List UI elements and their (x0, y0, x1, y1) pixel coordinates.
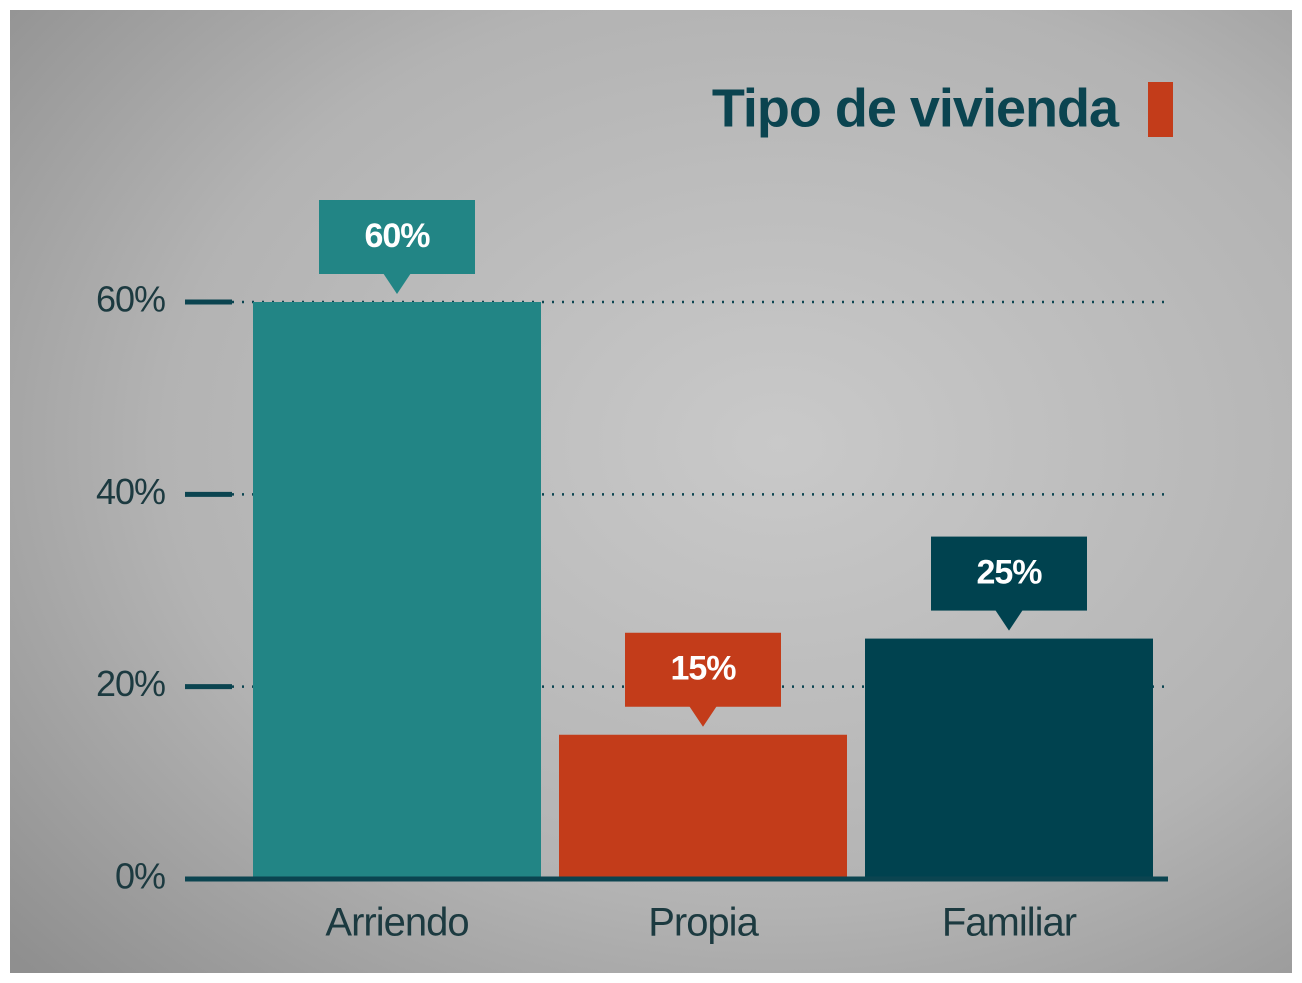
x-tick-label: Propia (648, 901, 759, 945)
title-marker (1148, 82, 1173, 137)
value-label-pointer (689, 705, 717, 727)
bar (865, 638, 1153, 879)
value-label: 25% (976, 554, 1042, 592)
y-tick-label: 60% (96, 279, 165, 320)
x-tick-label: Familiar (942, 901, 1077, 945)
value-label-box (625, 632, 781, 707)
y-tick-label: 0% (115, 856, 165, 897)
value-label: 15% (670, 650, 736, 688)
x-tick-label: Arriendo (325, 901, 468, 945)
value-label-box (931, 536, 1087, 611)
value-label: 60% (364, 217, 430, 255)
chart-title: Tipo de vivienda (712, 78, 1120, 138)
bar (559, 734, 847, 879)
value-label-box (319, 200, 475, 274)
y-tick-label: 40% (96, 471, 165, 512)
bar (253, 302, 541, 879)
value-label-pointer (383, 273, 411, 294)
y-tick-label: 20% (96, 663, 165, 704)
value-label-pointer (995, 609, 1023, 631)
